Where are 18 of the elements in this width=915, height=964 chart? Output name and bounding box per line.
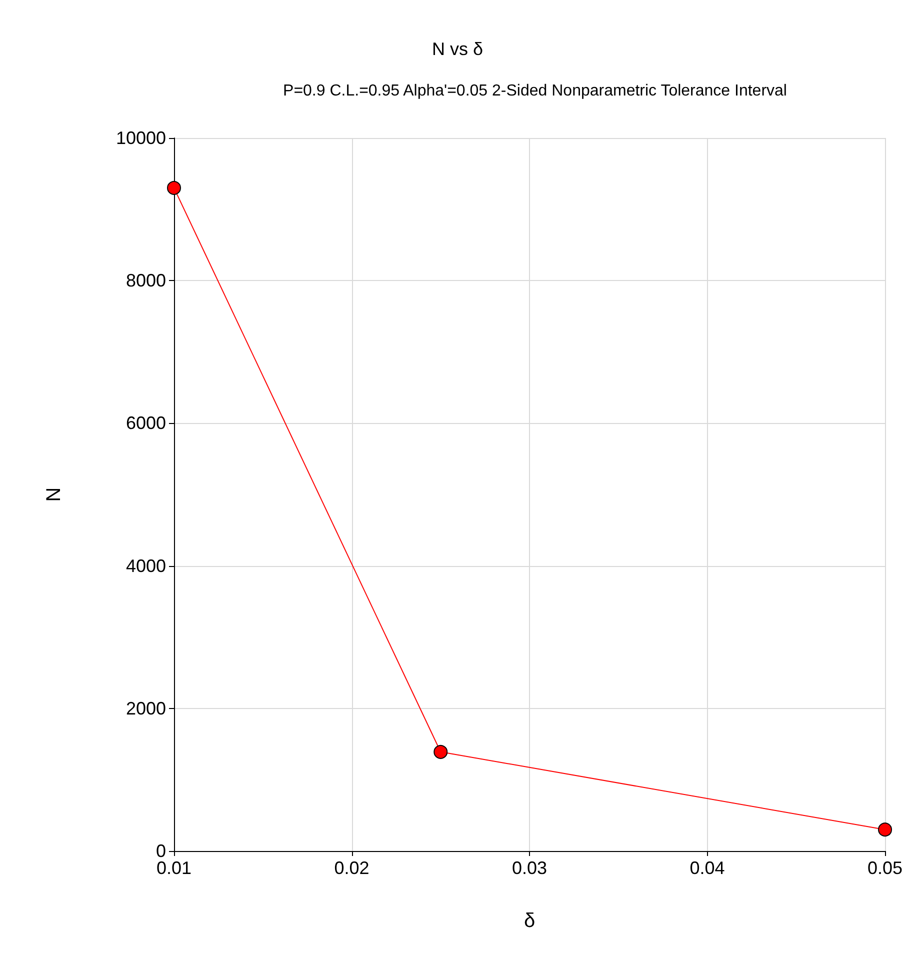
point (167, 180, 181, 195)
chart-subtitle: P=0.9 C.L.=0.95 Alpha'=0.05 2-Sided Nonparametric Tolerance Interval (283, 82, 787, 100)
y-tick-label: 8000 (126, 270, 166, 291)
y-tick-label: 6000 (126, 413, 166, 434)
x-axis-title: δ (524, 910, 536, 932)
point (434, 744, 448, 759)
x-tick-label: 0.01 (156, 858, 192, 878)
y-axis-title: N (43, 487, 65, 502)
y-tick-label: 2000 (126, 698, 166, 718)
x-tick-label: 0.04 (690, 858, 725, 878)
x-tick-label: 0.05 (867, 858, 903, 878)
point (878, 822, 892, 837)
y-tick-label: 10000 (116, 128, 166, 148)
x-tick-label: 0.02 (334, 858, 370, 878)
chart-title: N vs δ (432, 39, 484, 59)
y-tick-label: 4000 (126, 556, 166, 576)
y-tick-label: 0 (156, 841, 166, 861)
x-tick-label: 0.03 (512, 858, 548, 878)
